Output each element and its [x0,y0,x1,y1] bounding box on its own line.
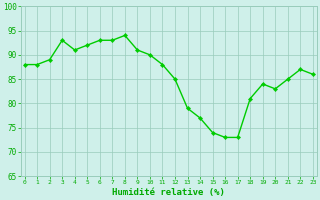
X-axis label: Humidité relative (%): Humidité relative (%) [112,188,225,197]
